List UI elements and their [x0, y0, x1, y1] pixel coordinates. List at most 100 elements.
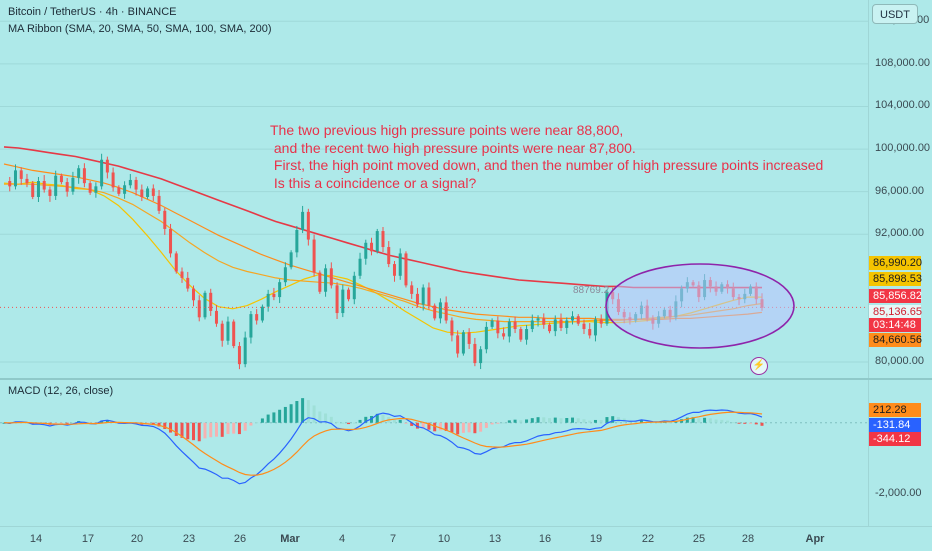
macd-chart-svg[interactable]	[0, 380, 868, 526]
macd-histogram-bar	[708, 418, 712, 423]
candle-body	[36, 181, 40, 197]
pane-divider[interactable]	[0, 378, 932, 380]
candle-body	[553, 319, 557, 332]
macd-histogram-bar	[295, 401, 299, 423]
macd-histogram-bar	[352, 422, 356, 424]
time-label: 20	[130, 533, 144, 545]
macd-histogram-bar	[691, 417, 695, 423]
candle-body	[392, 264, 396, 276]
macd-histogram-bar	[197, 422, 201, 442]
macd-histogram-bar	[479, 422, 483, 432]
macd-histogram-bar	[157, 422, 161, 427]
macd-histogram-bar	[272, 412, 276, 423]
time-label: 22	[641, 533, 655, 545]
macd-pane[interactable]	[0, 380, 868, 526]
candle-body	[88, 183, 92, 193]
time-label: 14	[29, 533, 43, 545]
macd-histogram-bar	[456, 422, 460, 435]
candle-body	[134, 179, 138, 190]
candle-body	[329, 268, 333, 286]
price-tag: 85,898.53	[869, 272, 922, 286]
macd-histogram-bar	[59, 422, 63, 424]
candle-body	[157, 195, 161, 211]
price-tag: 85,136.65	[869, 305, 922, 319]
macd-histogram-bar	[450, 422, 454, 433]
macd-histogram-bar	[433, 422, 437, 432]
price-tick-label: 96,000.00	[875, 184, 924, 197]
macd-histogram-bar	[329, 416, 333, 423]
candle-body	[226, 321, 230, 341]
macd-histogram-bar	[714, 419, 718, 423]
macd-histogram-bar	[232, 422, 236, 434]
time-label: 16	[538, 533, 552, 545]
candle-body	[192, 288, 195, 301]
price-pane[interactable]: 88769.2	[0, 0, 868, 378]
macd-histogram-bar	[496, 422, 500, 424]
macd-histogram-bar	[65, 422, 69, 424]
candle-body	[82, 168, 86, 184]
macd-histogram-bar	[289, 404, 293, 423]
candle-body	[278, 282, 282, 298]
macd-histogram-bar	[278, 409, 282, 423]
macd-histogram-bar	[306, 400, 310, 423]
candle-body	[576, 316, 580, 324]
candle-body	[169, 228, 173, 254]
candle-body	[593, 319, 597, 336]
macd-legend[interactable]: MACD (12, 26, close)	[8, 385, 114, 397]
candle-body	[8, 181, 12, 187]
candle-body	[559, 319, 563, 328]
candle-body	[461, 332, 465, 354]
candle-body	[335, 285, 339, 314]
candle-body	[174, 253, 178, 272]
candle-body	[249, 314, 253, 338]
macd-histogram-bar	[180, 422, 184, 438]
candle-body	[479, 349, 483, 364]
candle-body	[542, 318, 546, 325]
ma-ribbon-legend[interactable]: MA Ribbon (SMA, 20, SMA, 50, SMA, 100, S…	[8, 23, 272, 35]
candle-body	[209, 292, 213, 311]
macd-histogram-bar	[668, 422, 672, 424]
macd-histogram-bar	[381, 414, 385, 423]
candle-body	[484, 326, 488, 350]
macd-histogram-bar	[737, 422, 741, 424]
price-chart-svg[interactable]: 88769.2	[0, 0, 868, 378]
macd-histogram-bar	[255, 422, 259, 424]
time-axis[interactable]: 14 17 20 23 26 Mar 4 7 10 13 16 19 22 25 28 Apr	[0, 526, 932, 551]
macd-histogram-bar	[392, 419, 396, 423]
candle-body	[324, 268, 328, 292]
macd-axis[interactable]: -2,000.00	[868, 380, 932, 526]
candle-body	[519, 329, 523, 340]
macd-histogram-bar	[582, 419, 586, 423]
macd-histogram-bar	[461, 422, 465, 433]
candle-body	[352, 275, 356, 300]
macd-histogram-bar	[203, 422, 207, 439]
candle-body	[599, 319, 603, 324]
highlight-ellipse	[605, 263, 795, 349]
candle-body	[111, 172, 115, 188]
candle-body	[375, 231, 379, 252]
time-label: 26	[233, 533, 247, 545]
macd-histogram-bar	[507, 420, 511, 423]
candle-body	[260, 306, 264, 321]
candle-body	[186, 277, 190, 289]
macd-histogram-bar	[760, 422, 764, 426]
candle-body	[306, 211, 310, 240]
currency-selector[interactable]: USDT	[872, 4, 918, 24]
lightning-icon[interactable]: ⚡	[750, 357, 768, 375]
macd-histogram-bar	[301, 398, 305, 423]
candle-body	[105, 159, 109, 173]
symbol-title[interactable]: Bitcoin / TetherUS · 4h · BINANCE	[8, 6, 177, 18]
candle-body	[433, 305, 437, 319]
candle-body	[490, 320, 494, 327]
macd-histogram-bar	[226, 422, 230, 435]
macd-histogram-bar	[335, 421, 339, 423]
macd-histogram-bar	[186, 422, 190, 440]
candle-body	[295, 229, 299, 253]
candle-body	[444, 302, 448, 321]
macd-histogram-bar	[513, 419, 517, 423]
candle-body	[347, 289, 351, 300]
macd-histogram-bar	[484, 422, 488, 428]
annotation-text[interactable]: The two previous high pressure points we…	[270, 122, 824, 191]
time-label: Apr	[805, 533, 825, 545]
